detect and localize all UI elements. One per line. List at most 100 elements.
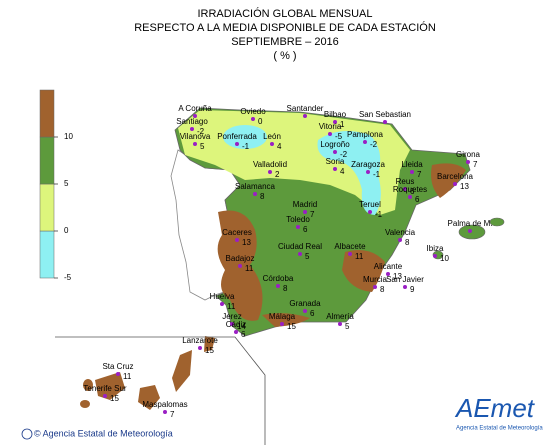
station-dot (193, 142, 197, 146)
station-value: -5 (335, 132, 343, 141)
station-value: 13 (242, 238, 251, 247)
station-value: 8 (405, 238, 410, 247)
station-value: -2 (370, 140, 378, 149)
station-dot (303, 114, 307, 118)
station-value: 8 (380, 285, 385, 294)
station-dot (220, 302, 224, 306)
station-dot (386, 272, 390, 276)
station-name: Córdoba (263, 274, 294, 283)
station-name: Barcelona (437, 172, 474, 181)
station-name: Lanzarote (182, 336, 218, 345)
station-dot (433, 254, 437, 258)
station-value: 11 (227, 302, 236, 311)
station-name: Santiago (176, 117, 208, 126)
station-dot (333, 167, 337, 171)
legend-tick-label: -5 (64, 273, 72, 282)
station-value: 8 (283, 284, 288, 293)
land (55, 107, 505, 445)
station-name: Salamanca (235, 182, 276, 191)
copyright-icon (21, 428, 33, 440)
logo-caption: Agencia Estatal de Meteorología (456, 426, 543, 432)
station-value: 1 (340, 120, 345, 129)
station-value: 6 (310, 309, 315, 318)
station-dot (298, 252, 302, 256)
station-name: Valladolid (253, 160, 287, 169)
station-value: 6 (410, 187, 415, 196)
station-value: 15 (287, 322, 296, 331)
station-name: Ibiza (427, 244, 444, 253)
canary-island (204, 336, 215, 352)
station-value: 4 (277, 142, 282, 151)
station-dot (280, 322, 284, 326)
station-name: Santander (287, 104, 324, 113)
station-name: Oviedo (240, 107, 266, 116)
station-dot (116, 372, 120, 376)
station-name: Valencia (385, 228, 416, 237)
legend-tick-label: 5 (64, 179, 69, 188)
station-value: 6 (241, 330, 246, 339)
station-name: Almería (326, 312, 354, 321)
title-line: SEPTIEMBRE – 2016 (231, 36, 339, 48)
station-name: Reus (396, 177, 415, 186)
station-name: Roquetes (393, 185, 427, 194)
station-value: 7 (473, 160, 478, 169)
station-value: 4 (340, 167, 345, 176)
station-value: 0 (258, 117, 263, 126)
station-name: Sta Cruz (102, 362, 133, 371)
station-name: Alicante (374, 262, 403, 271)
station-dot (453, 182, 457, 186)
station-value: 6 (303, 225, 308, 234)
station-value: 5 (305, 252, 310, 261)
station-dot (163, 410, 167, 414)
station-name: Zaragoza (351, 160, 385, 169)
station-name: Murcia (363, 275, 388, 284)
balearic (489, 217, 505, 227)
station-value: -2 (340, 150, 348, 159)
station-value: 7 (310, 210, 315, 219)
canary-island (138, 385, 160, 410)
titles: IRRADIACIÓN GLOBAL MENSUAL RESPECTO A LA… (134, 7, 436, 62)
station-value: 13 (460, 182, 469, 191)
station-dot (468, 229, 472, 233)
station-dot (333, 150, 337, 154)
station-name: Málaga (269, 312, 296, 321)
station-dot (466, 160, 470, 164)
station-dot (363, 140, 367, 144)
station-dot (238, 264, 242, 268)
station-dot (103, 394, 107, 398)
station-value: 10 (440, 254, 449, 263)
title-line: ( % ) (273, 50, 296, 62)
station-dot (403, 285, 407, 289)
station-value: 5 (200, 142, 205, 151)
zone-high (431, 163, 466, 198)
station-name: Girona (456, 150, 481, 159)
station-dot (303, 309, 307, 313)
station-dot (268, 170, 272, 174)
station-name: Soria (326, 157, 345, 166)
balearic (458, 224, 486, 240)
station-name: A Coruña (178, 104, 212, 113)
station-dot (373, 285, 377, 289)
station-name: Cádiz (226, 320, 246, 329)
station-dot (253, 192, 257, 196)
stations: A CoruñaSantiago-2Oviedo0SantanderBilbao… (83, 104, 492, 419)
station-name: Tenerife Sur (83, 384, 126, 393)
station-dot (270, 142, 274, 146)
station-dot (368, 210, 372, 214)
station-name: Madrid (293, 200, 317, 209)
station-value: 6 (415, 195, 420, 204)
station-name: San Sebastian (359, 110, 411, 119)
station-value: 11 (355, 252, 364, 261)
station-value: 13 (393, 272, 402, 281)
station-dot (190, 127, 194, 131)
station-dot (198, 346, 202, 350)
title-line: IRRADIACIÓN GLOBAL MENSUAL (197, 7, 372, 20)
station-value: 5 (345, 322, 350, 331)
legend-band (39, 183, 55, 232)
zone-high (262, 313, 310, 327)
station-value: -1 (375, 210, 383, 219)
legend-tick-label: 10 (64, 132, 73, 141)
station-dot (296, 225, 300, 229)
logo: AEmet (454, 393, 536, 423)
station-dot (193, 114, 197, 118)
